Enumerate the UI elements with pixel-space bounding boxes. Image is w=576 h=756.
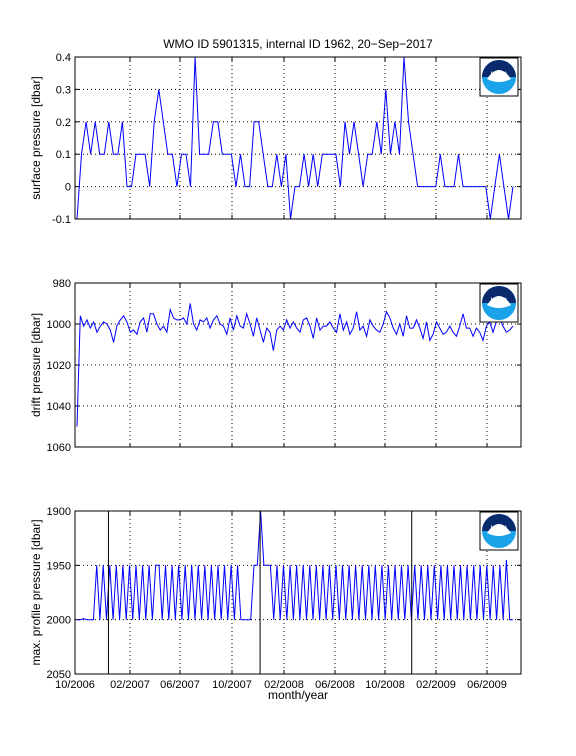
- y-tick-label: 1000: [47, 319, 71, 331]
- y-axis-label: drift pressure [dbar]: [29, 313, 43, 417]
- plot-area: [75, 57, 521, 219]
- y-tick-label: 0.4: [56, 52, 71, 64]
- x-axis-label: month/year: [268, 688, 328, 702]
- x-tick-label: 02/2007: [110, 679, 150, 691]
- chart-title: WMO ID 5901315, internal ID 1962, 20−Sep…: [163, 37, 433, 51]
- logo-text: NOAA: [490, 72, 507, 78]
- y-tick-label: 980: [53, 278, 71, 290]
- x-tick-label: 10/2008: [365, 679, 405, 691]
- axes-frame: [74, 56, 522, 220]
- x-tick-label: 10/2007: [212, 679, 252, 691]
- y-tick-label: 1040: [47, 401, 71, 413]
- noaa-logo-icon: NOAA: [479, 283, 519, 323]
- y-tick-label: -0.1: [52, 214, 71, 226]
- x-tick-label: 02/2008: [264, 679, 304, 691]
- logo-bird: [487, 296, 511, 308]
- y-tick-label: 0: [65, 182, 71, 194]
- y-tick-label: 2050: [47, 669, 71, 681]
- y-tick-label: 1060: [47, 442, 71, 454]
- logo-bird: [487, 70, 511, 82]
- y-tick-label: 0.1: [56, 149, 71, 161]
- y-tick-label: 1950: [47, 560, 71, 572]
- logo-text: NOAA: [490, 298, 507, 304]
- logo-top: [482, 286, 516, 303]
- noaa-logo-icon: NOAA: [479, 57, 519, 97]
- series-line: [76, 303, 514, 427]
- y-tick-label: 0.3: [56, 84, 71, 96]
- plot-area: [75, 283, 521, 447]
- x-tick-label: 02/2009: [416, 679, 456, 691]
- axes-frame: [74, 510, 522, 675]
- panel-1: -0.1 0 0.1 0.2 0.3 0.4 surface pressure [dbar]…: [29, 52, 522, 226]
- x-tick-label: 06/2008: [315, 679, 355, 691]
- y-axis-label: surface pressure [dbar]: [29, 76, 43, 199]
- panel-3: 1900 1950 2000 2050 max. profile pressure [d…: [29, 506, 522, 681]
- x-tick-label: 10/2006: [55, 679, 95, 691]
- axes-frame: [74, 282, 522, 448]
- y-tick-label: 1020: [47, 360, 71, 372]
- noaa-logo-icon: NOAA: [479, 511, 519, 551]
- series-line: [77, 510, 513, 621]
- x-tick-label: 06/2007: [160, 679, 200, 691]
- y-axis-label: max. profile pressure [dbar]: [29, 519, 43, 665]
- logo-bird: [487, 524, 511, 536]
- y-tick-label: 2000: [47, 615, 71, 627]
- y-tick-label: 0.2: [56, 117, 71, 129]
- logo-top: [482, 514, 516, 531]
- panels: -0.1 0 0.1 0.2 0.3 0.4 surface pressure [dbar]…: [29, 52, 522, 691]
- logo-text: NOAA: [490, 526, 507, 532]
- x-tick-label: 06/2009: [467, 679, 507, 691]
- panel-2: 980 1000 1020 1040 1060 drift pressure [dbar]…: [29, 278, 522, 454]
- logo-top: [482, 60, 516, 77]
- series-line: [76, 56, 514, 220]
- y-tick-label: 1900: [47, 506, 71, 518]
